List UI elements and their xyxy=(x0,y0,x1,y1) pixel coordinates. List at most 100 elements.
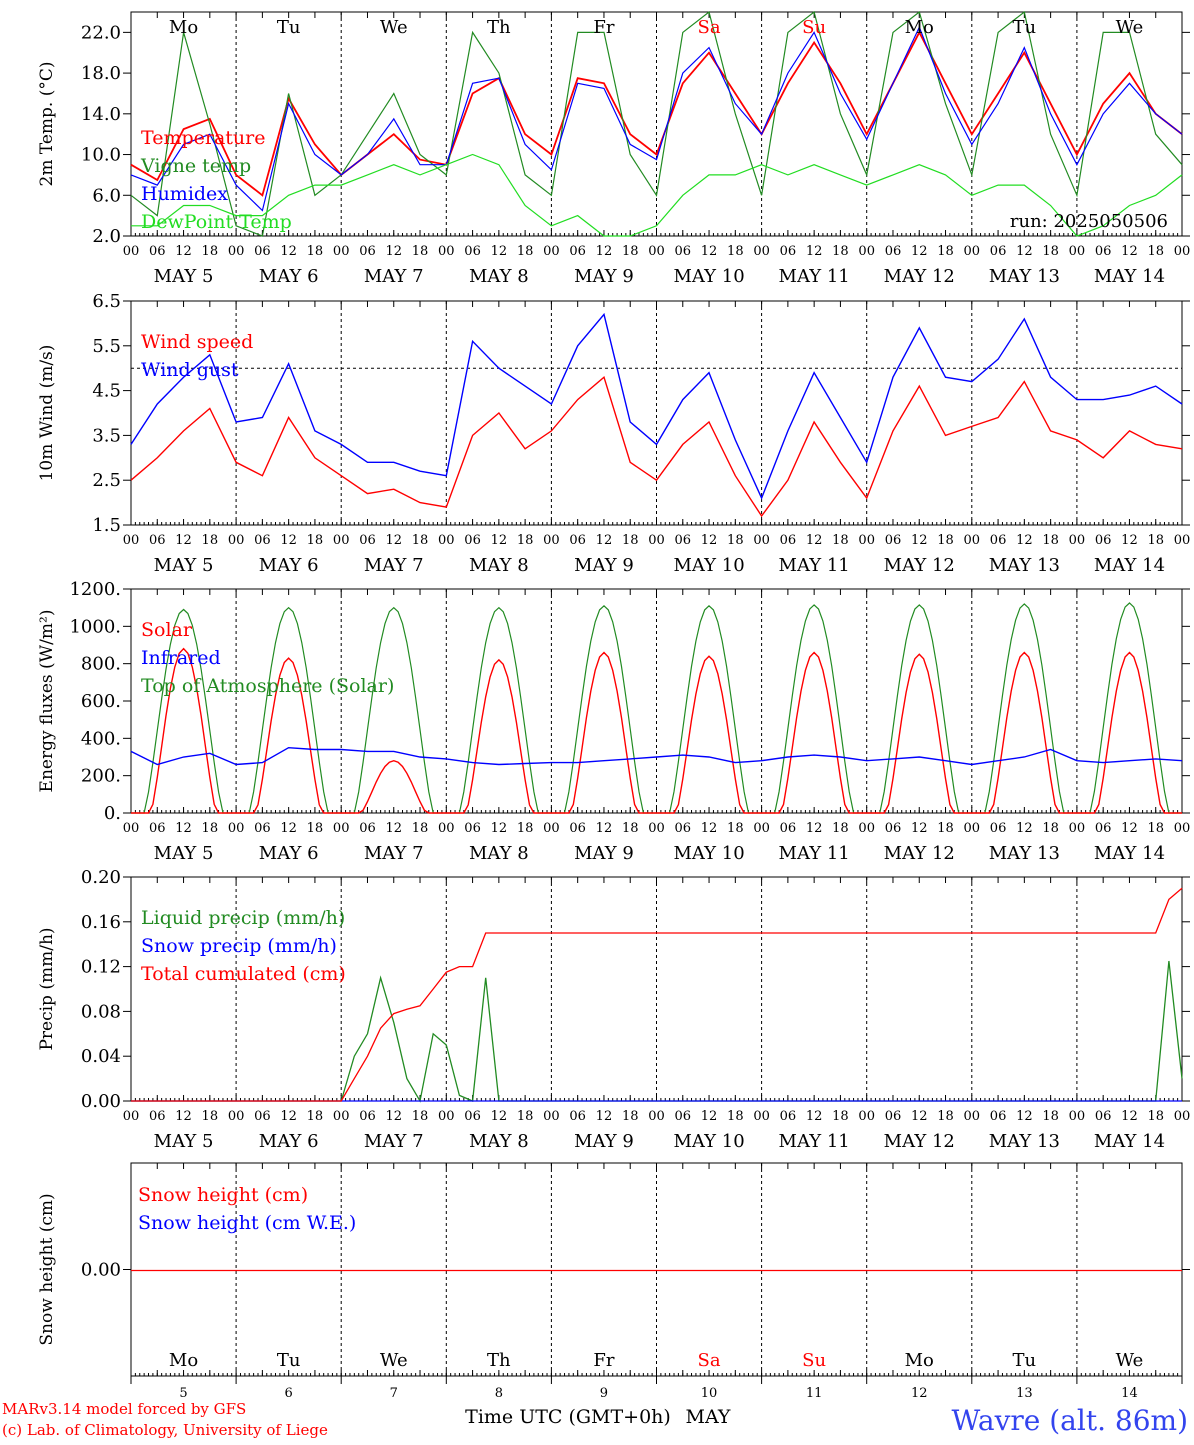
day-label: MAY 9 xyxy=(574,266,634,287)
hour-tick-label: 00 xyxy=(1174,244,1191,259)
hour-tick-label: 18 xyxy=(622,533,639,548)
hour-tick-label: 18 xyxy=(202,1109,219,1124)
day-label: MAY 12 xyxy=(884,1131,955,1152)
hour-tick-label: 06 xyxy=(569,533,586,548)
day-number: 5 xyxy=(179,1386,187,1401)
run-label: run: 2025050506 xyxy=(1010,211,1168,232)
hour-tick-label: 12 xyxy=(385,821,402,836)
y-tick-label: 0.00 xyxy=(81,1260,121,1281)
hour-tick-label: 06 xyxy=(885,533,902,548)
day-label: MAY 11 xyxy=(779,266,850,287)
hour-tick-label: 00 xyxy=(964,1109,981,1124)
day-label: MAY 5 xyxy=(154,1131,214,1152)
hour-tick-label: 18 xyxy=(727,533,744,548)
weekday-label: Th xyxy=(487,1350,511,1371)
day-label: MAY 11 xyxy=(779,555,850,576)
weekday-label: Mo xyxy=(905,1350,934,1371)
hour-tick-label: 00 xyxy=(333,244,350,259)
hour-tick-label: 06 xyxy=(569,244,586,259)
hour-tick-label: 00 xyxy=(1174,821,1191,836)
day-number: 12 xyxy=(911,1386,928,1401)
day-label: MAY 10 xyxy=(673,1131,744,1152)
y-axis-label: 10m Wind (m/s) xyxy=(37,345,57,482)
hour-tick-label: 00 xyxy=(228,533,245,548)
hour-tick-label: 18 xyxy=(412,533,429,548)
hour-tick-label: 12 xyxy=(596,244,613,259)
hour-tick-label: 12 xyxy=(701,821,718,836)
hour-tick-label: 00 xyxy=(1069,533,1086,548)
hour-tick-label: 06 xyxy=(675,533,692,548)
day-label: MAY 6 xyxy=(259,555,319,576)
hour-tick-label: 18 xyxy=(622,821,639,836)
hour-tick-label: 00 xyxy=(123,244,140,259)
hour-tick-label: 00 xyxy=(228,1109,245,1124)
hour-tick-label: 18 xyxy=(937,821,954,836)
hour-tick-label: 12 xyxy=(911,1109,928,1124)
day-label: MAY 9 xyxy=(574,1131,634,1152)
station-name: Wavre (alt. 86m) xyxy=(952,1404,1188,1437)
weekday-label: Su xyxy=(802,1350,826,1371)
hour-tick-label: 06 xyxy=(675,821,692,836)
day-label: MAY 5 xyxy=(154,843,214,864)
hour-tick-label: 06 xyxy=(464,1109,481,1124)
weekday-label: Su xyxy=(802,17,826,38)
weekday-label: Tu xyxy=(277,17,301,38)
hour-tick-label: 18 xyxy=(1147,821,1164,836)
y-tick-label: 1200. xyxy=(69,579,121,600)
hour-tick-label: 06 xyxy=(675,1109,692,1124)
weekday-label: Fr xyxy=(593,1350,614,1371)
hour-tick-label: 00 xyxy=(858,533,875,548)
legend-snow-height-cm-w-e-: Snow height (cm W.E.) xyxy=(138,1212,356,1234)
series-wind-gust xyxy=(130,312,1183,500)
weekday-label: Th xyxy=(487,17,511,38)
legend-temperature: Temperature xyxy=(141,127,265,149)
hour-tick-label: 00 xyxy=(1174,1109,1191,1124)
x-axis-month: MAY xyxy=(686,1406,731,1428)
y-tick-label: 0.00 xyxy=(81,1091,121,1112)
hour-tick-label: 06 xyxy=(569,1109,586,1124)
hour-tick-label: 12 xyxy=(491,533,508,548)
hour-tick-label: 00 xyxy=(543,1109,560,1124)
hour-tick-label: 12 xyxy=(175,533,192,548)
plot-frame xyxy=(130,588,1183,814)
weekday-label: Mo xyxy=(169,17,198,38)
hour-tick-label: 12 xyxy=(280,533,297,548)
hour-tick-label: 18 xyxy=(307,533,324,548)
weekday-label: We xyxy=(1116,1350,1144,1371)
hour-tick-label: 06 xyxy=(254,244,271,259)
day-label: MAY 14 xyxy=(1094,555,1165,576)
hour-tick-label: 12 xyxy=(1016,1109,1033,1124)
hour-tick-label: 00 xyxy=(438,1109,455,1124)
hour-tick-label: 12 xyxy=(1121,533,1138,548)
day-label: MAY 10 xyxy=(673,843,744,864)
hour-tick-label: 06 xyxy=(569,821,586,836)
series-solar xyxy=(131,647,1182,814)
hour-tick-label: 12 xyxy=(701,533,718,548)
hour-tick-label: 00 xyxy=(543,244,560,259)
hour-tick-label: 00 xyxy=(438,821,455,836)
hour-tick-label: 12 xyxy=(1016,244,1033,259)
hour-tick-label: 00 xyxy=(753,821,770,836)
hour-tick-label: 18 xyxy=(727,1109,744,1124)
y-tick-label: 800. xyxy=(81,654,121,675)
hour-tick-label: 18 xyxy=(832,1109,849,1124)
legend-dewpoint-temp: DewPoint Temp xyxy=(141,211,292,233)
y-tick-label: 5.5 xyxy=(92,336,121,357)
hour-tick-label: 00 xyxy=(858,244,875,259)
hour-tick-label: 18 xyxy=(937,1109,954,1124)
y-axis-label: Snow height (cm) xyxy=(37,1193,57,1345)
hour-tick-label: 18 xyxy=(1147,244,1164,259)
hour-tick-label: 12 xyxy=(596,1109,613,1124)
hour-tick-label: 18 xyxy=(622,1109,639,1124)
day-label: MAY 9 xyxy=(574,843,634,864)
y-axis-label: Precip (mm/h) xyxy=(37,927,57,1050)
hour-tick-label: 06 xyxy=(149,821,166,836)
hour-tick-label: 06 xyxy=(254,821,271,836)
hour-tick-label: 12 xyxy=(1121,1109,1138,1124)
hour-tick-label: 06 xyxy=(464,821,481,836)
hour-tick-label: 12 xyxy=(701,1109,718,1124)
panel-3: 0. 200. 400. 600. 800. 1000. 1200. Energy fluxe… xyxy=(37,579,1190,864)
weekday-label: Mo xyxy=(169,1350,198,1371)
panel-2: 1.5 2.5 3.5 4.5 5.5 6.5 10m Wind (m/s) 00 06 12 18… xyxy=(37,291,1190,576)
y-tick-label: 0.08 xyxy=(81,1001,121,1022)
